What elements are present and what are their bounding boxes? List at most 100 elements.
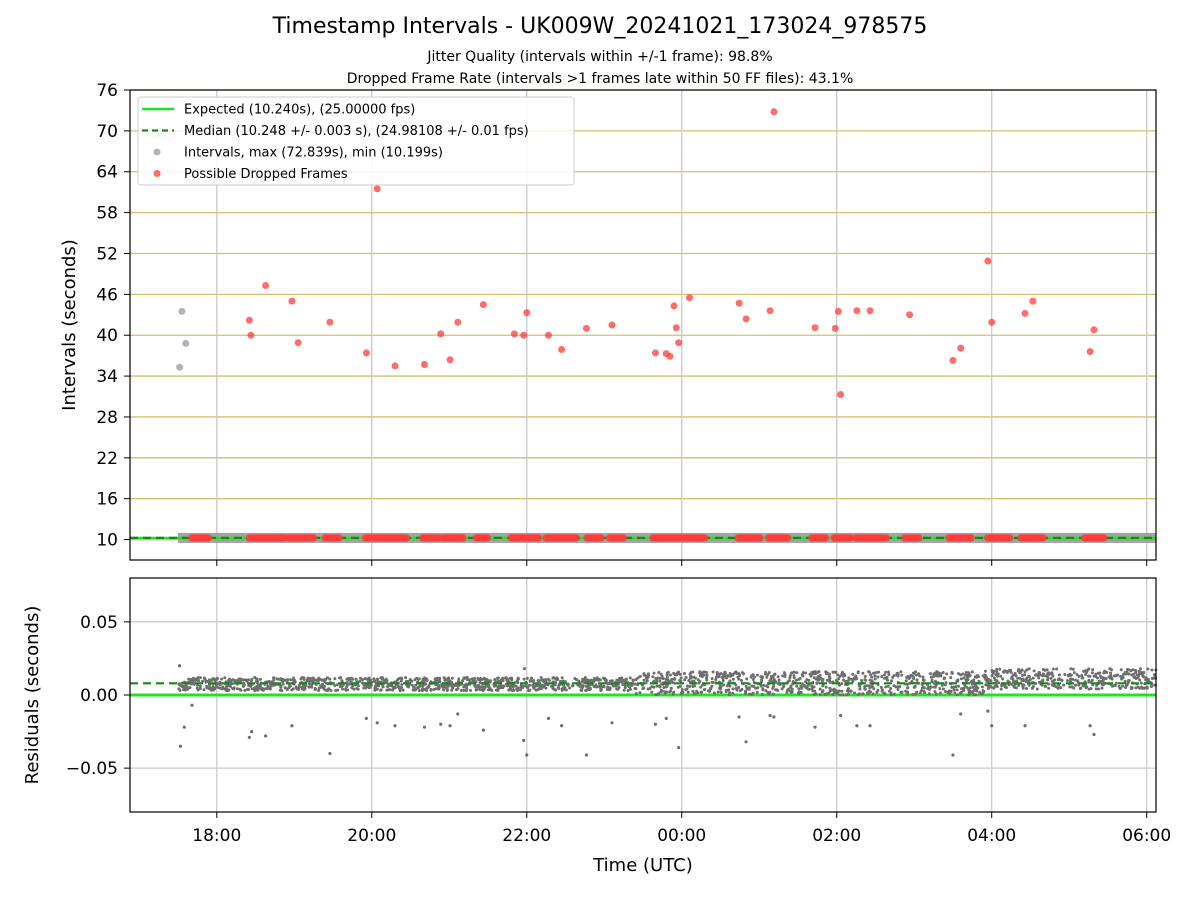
x-tick-label: 22:00 <box>502 826 551 846</box>
residual-point <box>400 677 404 681</box>
residual-point <box>955 693 959 697</box>
residual-point <box>689 671 693 675</box>
residual-point <box>922 678 926 682</box>
residual-point <box>504 676 508 680</box>
residual-point <box>196 679 200 683</box>
dropped-frame-point <box>294 339 302 347</box>
residual-point <box>800 686 804 690</box>
residual-point <box>602 685 606 689</box>
residual-point <box>255 681 259 685</box>
dropped-frame-point <box>309 534 318 542</box>
residual-point <box>913 684 917 688</box>
residual-point <box>436 683 440 687</box>
y-tick-label: 34 <box>96 367 118 387</box>
dropped-frame-point <box>479 301 487 309</box>
dropped-frame-point <box>866 307 874 315</box>
residual-point <box>807 678 811 682</box>
residual-point <box>860 678 864 682</box>
residual-point <box>660 689 664 693</box>
dropped-frame-point <box>700 534 709 542</box>
residual-point <box>1127 679 1131 683</box>
residual-point <box>522 677 526 681</box>
residual-point <box>1119 668 1123 672</box>
residual-point <box>571 684 575 688</box>
residual-point <box>634 677 638 681</box>
residual-point <box>210 687 214 691</box>
residual-point <box>493 677 497 681</box>
residual-point <box>962 676 966 680</box>
residual-point <box>606 685 610 689</box>
residual-point <box>623 683 627 687</box>
residual-point <box>711 670 715 674</box>
residual-point <box>546 716 551 721</box>
residual-point <box>604 678 608 682</box>
residual-point <box>856 670 860 674</box>
residual-point <box>718 686 722 690</box>
dropped-frame-point <box>846 534 855 542</box>
residual-point <box>846 687 850 691</box>
residual-point <box>782 671 786 675</box>
residual-point <box>540 678 544 682</box>
residual-point <box>774 688 778 692</box>
residual-point <box>677 746 681 750</box>
residual-point <box>1130 686 1134 690</box>
residual-point <box>651 675 655 679</box>
residual-point <box>812 685 816 689</box>
residual-point <box>797 692 801 696</box>
residual-point <box>1090 678 1094 682</box>
residual-point <box>780 687 784 691</box>
residual-point <box>731 691 735 695</box>
residual-point <box>970 681 974 685</box>
residual-point <box>680 688 684 692</box>
residual-point <box>715 670 719 674</box>
residual-point <box>467 678 471 682</box>
residual-point <box>962 686 966 690</box>
residual-point <box>846 679 850 683</box>
jitter-quality-subtitle: Jitter Quality (intervals within +/-1 fr… <box>427 49 773 65</box>
residual-point <box>462 676 466 680</box>
residual-point <box>501 679 505 683</box>
residual-point <box>905 675 909 679</box>
residual-point <box>213 677 217 681</box>
residual-point <box>1016 669 1020 673</box>
residual-point <box>765 675 769 679</box>
residual-point <box>739 678 743 682</box>
residual-point <box>767 670 771 674</box>
residual-point <box>755 690 759 694</box>
residual-point <box>666 670 670 674</box>
residual-point <box>782 683 786 687</box>
residual-point <box>868 686 872 690</box>
residual-point <box>384 677 388 681</box>
dropped-frame-point <box>362 349 370 357</box>
residual-point <box>993 684 997 688</box>
residual-point <box>356 684 360 688</box>
residual-point <box>792 674 796 678</box>
residual-point <box>177 664 182 668</box>
residual-point <box>938 687 942 691</box>
residual-point <box>671 692 675 696</box>
residual-point <box>825 692 829 696</box>
residual-point <box>721 676 725 680</box>
residual-point <box>1050 671 1054 675</box>
residual-point <box>927 692 931 696</box>
residual-point <box>638 691 642 695</box>
residual-point <box>934 692 938 696</box>
residual-point <box>879 685 883 689</box>
residual-point <box>1025 668 1029 672</box>
residual-point <box>577 679 581 683</box>
residual-point <box>1150 684 1154 688</box>
residual-point <box>653 722 657 726</box>
residual-point <box>182 725 186 729</box>
residual-point <box>238 687 242 691</box>
residual-point <box>909 673 913 677</box>
residual-point <box>718 684 722 688</box>
residual-point <box>286 678 290 682</box>
residual-point <box>920 682 924 686</box>
residual-point <box>971 689 975 693</box>
residual-point <box>995 685 999 689</box>
residual-point <box>190 703 194 707</box>
residual-point <box>686 690 690 694</box>
residual-point <box>717 675 721 679</box>
residual-point <box>373 685 377 689</box>
residual-point <box>971 685 975 689</box>
